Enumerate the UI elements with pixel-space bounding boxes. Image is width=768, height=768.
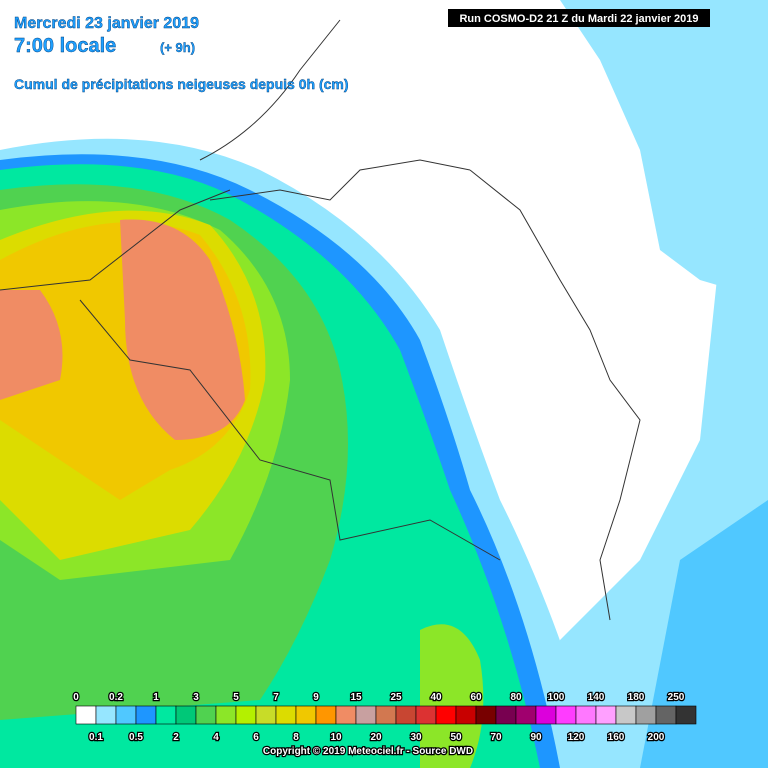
legend-swatch — [595, 705, 617, 725]
subtitle: Cumul de précipitations neigeuses depuis… — [14, 76, 349, 92]
legend-swatch — [115, 705, 137, 725]
legend-bottom-label: 0.1 — [89, 732, 103, 743]
legend-top-label: 40 — [430, 692, 442, 703]
legend-swatch — [235, 705, 257, 725]
legend-swatch — [475, 705, 497, 725]
legend-swatch — [335, 705, 357, 725]
legend-swatch — [515, 705, 537, 725]
legend-top-label: 0.2 — [109, 692, 123, 703]
legend-bottom-label: 20 — [370, 732, 382, 743]
legend-swatch — [675, 705, 697, 725]
legend-swatch — [135, 705, 157, 725]
legend-bottom-label: 90 — [530, 732, 542, 743]
legend-bottom-label: 50 — [450, 732, 462, 743]
legend-swatch — [575, 705, 597, 725]
legend-top-label: 3 — [193, 692, 199, 703]
legend-bottom-label: 4 — [213, 732, 219, 743]
legend-swatch — [375, 705, 397, 725]
legend-swatch — [75, 705, 97, 725]
legend-swatch — [255, 705, 277, 725]
legend-swatch — [395, 705, 417, 725]
legend-bottom-label: 6 — [253, 732, 259, 743]
legend-top-label: 1 — [153, 692, 159, 703]
legend-swatch — [195, 705, 217, 725]
legend-top-label: 80 — [510, 692, 522, 703]
legend-swatch — [175, 705, 197, 725]
legend-top-label: 15 — [350, 692, 362, 703]
legend-swatch — [215, 705, 237, 725]
legend-top-label: 7 — [273, 692, 279, 703]
legend-bottom-label: 200 — [648, 732, 665, 743]
legend-bottom-label: 30 — [410, 732, 422, 743]
time: 7:00 locale — [14, 35, 116, 57]
legend-top-label: 0 — [73, 692, 79, 703]
legend-top-label: 25 — [390, 692, 402, 703]
legend-swatch — [495, 705, 517, 725]
legend: 0 0.2 1 3 5 7 9 15 25 40 60 80 100 140 180 250 0.1 0.5 2 4 6… — [72, 691, 697, 744]
legend-top-label: 140 — [588, 692, 605, 703]
date: Mercredi 23 janvier 2019 — [14, 15, 199, 32]
legend-swatch — [435, 705, 457, 725]
legend-swatch — [555, 705, 577, 725]
legend-swatch — [635, 705, 657, 725]
run-banner — [448, 9, 710, 27]
legend-swatch — [275, 705, 297, 725]
legend-top-label: 9 — [313, 692, 319, 703]
run-info: Run COSMO-D2 21 Z du Mardi 22 janvier 20… — [459, 13, 698, 25]
legend-bottom-label: 10 — [330, 732, 342, 743]
legend-swatch — [355, 705, 377, 725]
legend-swatch — [315, 705, 337, 725]
legend-swatch — [155, 705, 177, 725]
offset: (+ 9h) — [160, 40, 195, 55]
legend-bottom-label: 70 — [490, 732, 502, 743]
borders — [0, 19, 641, 621]
copyright: Copyright © 2019 Meteociel.fr - Source D… — [263, 746, 473, 757]
legend-swatch — [95, 705, 117, 725]
legend-top-label: 60 — [470, 692, 482, 703]
legend-swatch — [455, 705, 477, 725]
legend-swatch — [535, 705, 557, 725]
legend-bottom-label: 2 — [173, 732, 179, 743]
legend-bottom-label: 120 — [568, 732, 585, 743]
legend-swatch — [295, 705, 317, 725]
legend-top-label: 5 — [233, 692, 239, 703]
legend-bottom-label: 160 — [608, 732, 625, 743]
legend-top-label: 180 — [628, 692, 645, 703]
legend-top-label: 100 — [548, 692, 565, 703]
legend-swatch — [415, 705, 437, 725]
legend-bottom-label: 8 — [293, 732, 299, 743]
legend-swatch — [615, 705, 637, 725]
legend-bottom-label: 0.5 — [129, 732, 143, 743]
legend-swatch — [655, 705, 677, 725]
legend-top-label: 250 — [668, 692, 685, 703]
